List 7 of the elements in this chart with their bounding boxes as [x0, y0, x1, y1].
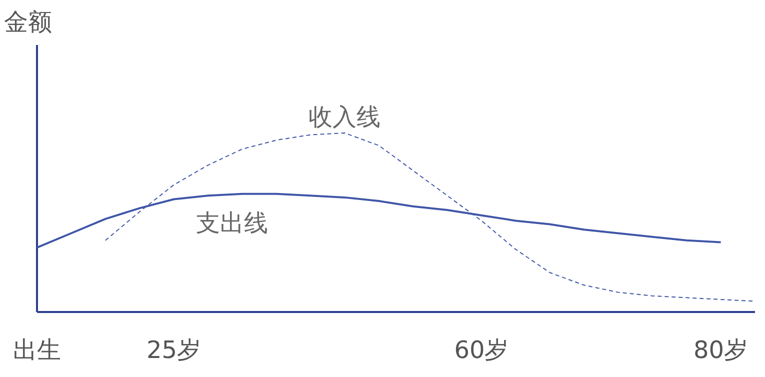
x-tick-label: 25岁: [146, 336, 202, 364]
x-tick-label: 60岁: [454, 336, 509, 364]
series-label: 收入线: [308, 103, 381, 131]
series-label: 支出线: [196, 208, 268, 237]
x-tick-label: 80岁: [694, 336, 748, 364]
y-axis-title: 金额: [4, 8, 52, 36]
x-tick-label: 出生: [13, 336, 61, 364]
